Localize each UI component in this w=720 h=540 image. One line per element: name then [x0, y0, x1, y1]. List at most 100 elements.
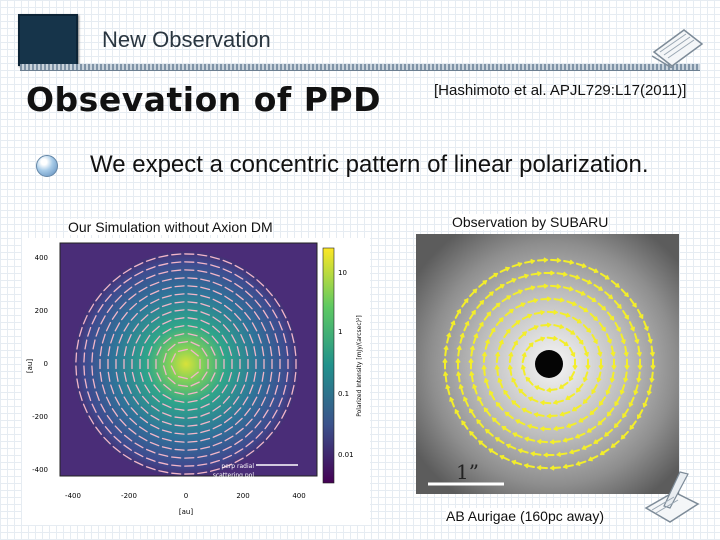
polarization-vector: [190, 349, 199, 357]
polarization-vector: [506, 278, 517, 285]
polarization-vector: [174, 277, 185, 280]
vector-arrowhead: [593, 439, 599, 444]
observation-vectors: [442, 257, 656, 471]
vector-arrowhead: [619, 389, 625, 395]
vector-arrowhead: [549, 439, 555, 445]
polarization-vector: [234, 282, 243, 290]
polarization-vector: [145, 257, 156, 262]
polarization-vector: [491, 417, 501, 426]
polarization-vector: [174, 448, 185, 451]
polarization-vector: [126, 334, 132, 344]
polarization-vector: [477, 396, 484, 407]
polarization-vector: [524, 259, 535, 264]
header-rule: [20, 64, 700, 71]
polarization-vector: [281, 409, 287, 419]
polarization-vector: [234, 302, 243, 311]
polarization-vector: [583, 346, 589, 357]
polarization-vector: [228, 371, 233, 382]
polarization-vector: [174, 391, 185, 395]
vector-arrowhead: [479, 299, 485, 305]
vector-arrowhead: [572, 365, 578, 370]
vector-arrowhead: [562, 463, 568, 470]
vector-arrowhead: [501, 426, 507, 431]
polarization-vector: [133, 262, 144, 268]
polarization-vector: [503, 328, 511, 339]
polarization-vector: [647, 384, 652, 396]
vector-arrowhead: [571, 406, 577, 412]
polarization-vector: [553, 324, 564, 329]
vector-arrowhead: [534, 385, 540, 391]
polarization-vector: [114, 294, 123, 303]
polarization-vector: [75, 365, 78, 376]
colorbar-tick: 0.01: [338, 451, 354, 459]
polarization-vector: [224, 295, 234, 302]
polarization-vector: [240, 384, 246, 394]
polarization-vector: [253, 408, 261, 417]
polarization-vector: [245, 371, 249, 382]
polarization-vector: [129, 302, 138, 311]
x-tick: 0: [184, 492, 188, 500]
vector-arrowhead: [636, 351, 642, 357]
polarization-vector: [212, 432, 223, 438]
vector-arrowhead: [597, 420, 603, 426]
polarization-vector: [187, 391, 198, 395]
polarization-vector: [212, 325, 221, 333]
polarization-vector: [469, 288, 478, 298]
polarization-vector: [274, 298, 281, 307]
vector-arrowhead: [505, 266, 511, 272]
vector-arrowhead: [553, 309, 559, 315]
polarization-vector: [269, 371, 273, 382]
polarization-vector: [581, 278, 592, 285]
vector-arrowhead: [472, 288, 478, 294]
polarization-vector: [537, 284, 549, 288]
polarization-vector: [150, 405, 160, 412]
polarization-vector: [236, 346, 241, 357]
polarization-vector: [478, 440, 488, 449]
polarization-vector: [511, 340, 518, 351]
polarization-vector: [210, 346, 216, 356]
polarization-vector: [174, 440, 185, 443]
polarization-vector: [245, 280, 254, 288]
polarization-vector: [265, 431, 273, 440]
vector-arrowhead: [558, 384, 564, 389]
polarization-vector: [528, 325, 539, 332]
vector-arrowhead: [599, 450, 605, 456]
polarization-vector: [261, 346, 265, 357]
polarization-vector: [556, 272, 568, 276]
vector-arrowhead: [473, 333, 479, 339]
polarization-vector: [469, 408, 476, 418]
polarization-vector: [581, 443, 592, 450]
polarization-vector: [222, 445, 232, 452]
observation-figure: 1”: [416, 234, 679, 494]
legend-label: perp radial: [221, 463, 254, 470]
vector-arrowhead: [610, 351, 616, 357]
vector-arrowhead: [520, 302, 526, 308]
polarization-vector: [244, 290, 253, 298]
vector-arrowhead: [546, 387, 552, 393]
vector-arrowhead: [468, 358, 474, 363]
polarization-vector: [212, 281, 223, 287]
vector-arrowhead: [456, 345, 462, 351]
polarization-vector: [222, 395, 231, 404]
polarization-vector: [212, 307, 222, 314]
polarization-vector: [223, 416, 233, 424]
vector-arrowhead: [511, 459, 517, 465]
polarization-vector: [501, 425, 512, 433]
polarization-vector: [495, 352, 499, 363]
polarization-vector: [265, 288, 273, 297]
polarization-vector: [253, 371, 257, 382]
vector-arrowhead: [526, 423, 533, 430]
vector-arrowhead: [503, 389, 508, 395]
polarization-vector: [589, 312, 599, 321]
polarization-vector: [95, 326, 100, 337]
polarization-vector: [524, 464, 535, 469]
polarization-vector: [88, 303, 95, 313]
polarization-vector: [449, 320, 455, 331]
polarization-vector: [95, 293, 102, 302]
polarization-vector: [506, 443, 517, 450]
polarization-vector: [449, 397, 455, 408]
polarization-vector: [606, 407, 615, 417]
vector-arrowhead: [620, 339, 626, 345]
polarization-vector: [488, 272, 499, 280]
vector-arrowhead: [638, 314, 644, 320]
